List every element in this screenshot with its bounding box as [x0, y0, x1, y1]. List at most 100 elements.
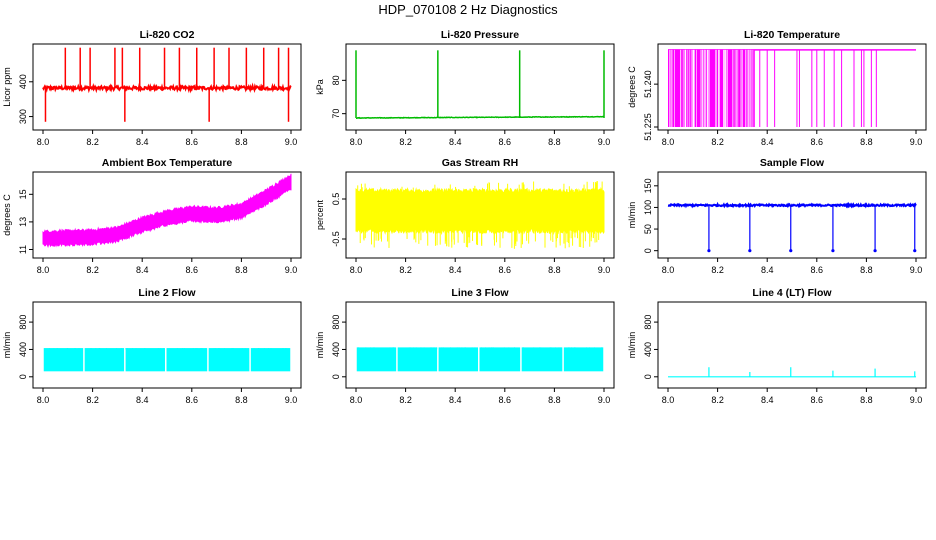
pressure-trace: [356, 115, 605, 120]
plot-frame: [345, 43, 615, 131]
x-tick-label: 9.0: [910, 265, 923, 275]
chart-panel: Ambient Box Temperature degrees C 8.0 8.2 8.…: [2, 157, 302, 275]
x-tick-label: 9.0: [285, 395, 298, 405]
x-tick-label: 8.0: [37, 395, 50, 405]
y-axis-label: degrees C: [627, 66, 637, 108]
plot-frame: [657, 171, 927, 259]
sample-trace: [667, 201, 917, 209]
y-axis-label: ml/min: [627, 202, 637, 229]
x-tick-label: 8.0: [662, 137, 675, 147]
y-tick-label: 400: [643, 342, 653, 357]
x-tick-label: 8.2: [711, 265, 724, 275]
series-co2: [42, 47, 292, 122]
x-tick-label: 8.0: [37, 137, 50, 147]
x-tick-label: 9.0: [598, 137, 611, 147]
series-rh: [355, 181, 605, 249]
flow-band-segment: [356, 347, 397, 372]
x-tick-label: 8.8: [235, 137, 248, 147]
x-tick-label: 8.6: [499, 265, 512, 275]
y-tick-label: 300: [18, 109, 28, 124]
x-tick-label: 8.8: [860, 265, 873, 275]
plot-frame: [32, 43, 302, 131]
ambient-band: [42, 173, 292, 248]
flow-band-segment: [521, 347, 563, 372]
chart-panel: Li-820 Pressure kPa 8.0 8.2 8.4 8.6 8.8 9.0 70 80: [315, 29, 615, 147]
flow-band-segment: [479, 347, 521, 372]
y-tick-label: 80: [331, 75, 341, 85]
y-axis-label: percent: [315, 199, 325, 230]
x-tick-label: 8.8: [548, 265, 561, 275]
flow-band-segment: [563, 347, 604, 372]
sample-drop-point: [707, 249, 711, 253]
series-pressure: [355, 50, 605, 120]
chart-panel: Gas Stream RH percent 8.0 8.2 8.4 8.6 8.8 9.0 -0…: [315, 157, 615, 275]
x-tick-label: 8.6: [499, 395, 512, 405]
y-tick-label: 800: [643, 315, 653, 330]
x-tick-label: 8.2: [399, 137, 412, 147]
flow-band-segment: [166, 348, 208, 372]
x-tick-label: 8.8: [860, 137, 873, 147]
flow-band-segment: [84, 348, 125, 372]
y-tick-label: -0.5: [331, 231, 341, 247]
x-tick-label: 8.6: [811, 265, 824, 275]
x-tick-label: 8.4: [761, 265, 774, 275]
y-axis-label: degrees C: [2, 194, 12, 236]
plot-frame: [345, 301, 615, 389]
flow-band-segment: [438, 347, 479, 372]
flow-band-segment: [125, 348, 166, 372]
x-tick-label: 8.6: [186, 265, 199, 275]
y-tick-label: 70: [331, 109, 341, 119]
x-tick-label: 8.6: [186, 137, 199, 147]
x-tick-label: 8.6: [499, 137, 512, 147]
chart-title: Ambient Box Temperature: [102, 157, 233, 169]
x-tick-label: 8.6: [186, 395, 199, 405]
y-axis-label: ml/min: [2, 332, 12, 359]
flow-band-segment: [397, 347, 438, 372]
y-tick-label: 51.225: [643, 113, 653, 141]
x-tick-label: 8.0: [662, 395, 675, 405]
chart-title: Line 3 Flow: [451, 287, 509, 299]
sample-drop-point: [748, 249, 752, 253]
chart-panel: Sample Flow ml/min 8.0 8.2 8.4 8.6 8.8 9.0 0 50 10…: [627, 157, 927, 275]
y-tick-label: 13: [18, 217, 28, 227]
sample-drop-point: [873, 249, 877, 253]
y-tick-label: 50: [643, 224, 653, 234]
chart-panel: Line 2 Flow ml/min 8.0 8.2 8.4 8.6 8.8 9.0 0 400 8…: [2, 287, 302, 405]
x-tick-label: 8.2: [711, 395, 724, 405]
plot-frame: [345, 171, 615, 259]
x-tick-label: 8.2: [399, 395, 412, 405]
y-axis-label: kPa: [315, 79, 325, 95]
flow-band-segment: [43, 348, 84, 372]
sample-drop-point: [913, 249, 917, 253]
plot-frame: [32, 301, 302, 389]
y-tick-label: 0: [643, 248, 653, 253]
chart-panel: Line 3 Flow ml/min 8.0 8.2 8.4 8.6 8.8 9.0 0 400 8…: [315, 287, 615, 405]
chart-title: Gas Stream RH: [442, 157, 518, 169]
x-tick-label: 8.0: [350, 265, 363, 275]
temperature-dense-block: [668, 49, 755, 127]
y-tick-label: 51.240: [643, 70, 653, 98]
y-tick-label: 400: [18, 74, 28, 89]
rh-band: [355, 186, 605, 236]
y-tick-label: 11: [18, 245, 28, 254]
x-tick-label: 8.4: [136, 137, 149, 147]
x-tick-label: 8.2: [86, 265, 99, 275]
y-tick-label: 150: [643, 178, 653, 193]
plot-frame: [657, 301, 927, 389]
sample-drop-point: [789, 249, 793, 253]
sample-drop-point: [831, 249, 835, 253]
y-axis-label: Licor ppm: [2, 67, 12, 107]
plot-frame: [32, 171, 302, 259]
y-axis-label: ml/min: [315, 332, 325, 359]
x-tick-label: 8.4: [449, 137, 462, 147]
x-tick-label: 9.0: [598, 395, 611, 405]
x-tick-label: 8.8: [235, 265, 248, 275]
chart-title: Line 4 (LT) Flow: [752, 287, 832, 299]
chart-panel: Li-820 Temperature degrees C 8.0 8.2 8.4 8.6 8…: [627, 29, 927, 147]
x-tick-label: 8.8: [548, 137, 561, 147]
x-tick-label: 8.4: [136, 395, 149, 405]
series-line3: [356, 347, 604, 372]
x-tick-label: 8.2: [86, 137, 99, 147]
flow-band-segment: [208, 348, 250, 372]
